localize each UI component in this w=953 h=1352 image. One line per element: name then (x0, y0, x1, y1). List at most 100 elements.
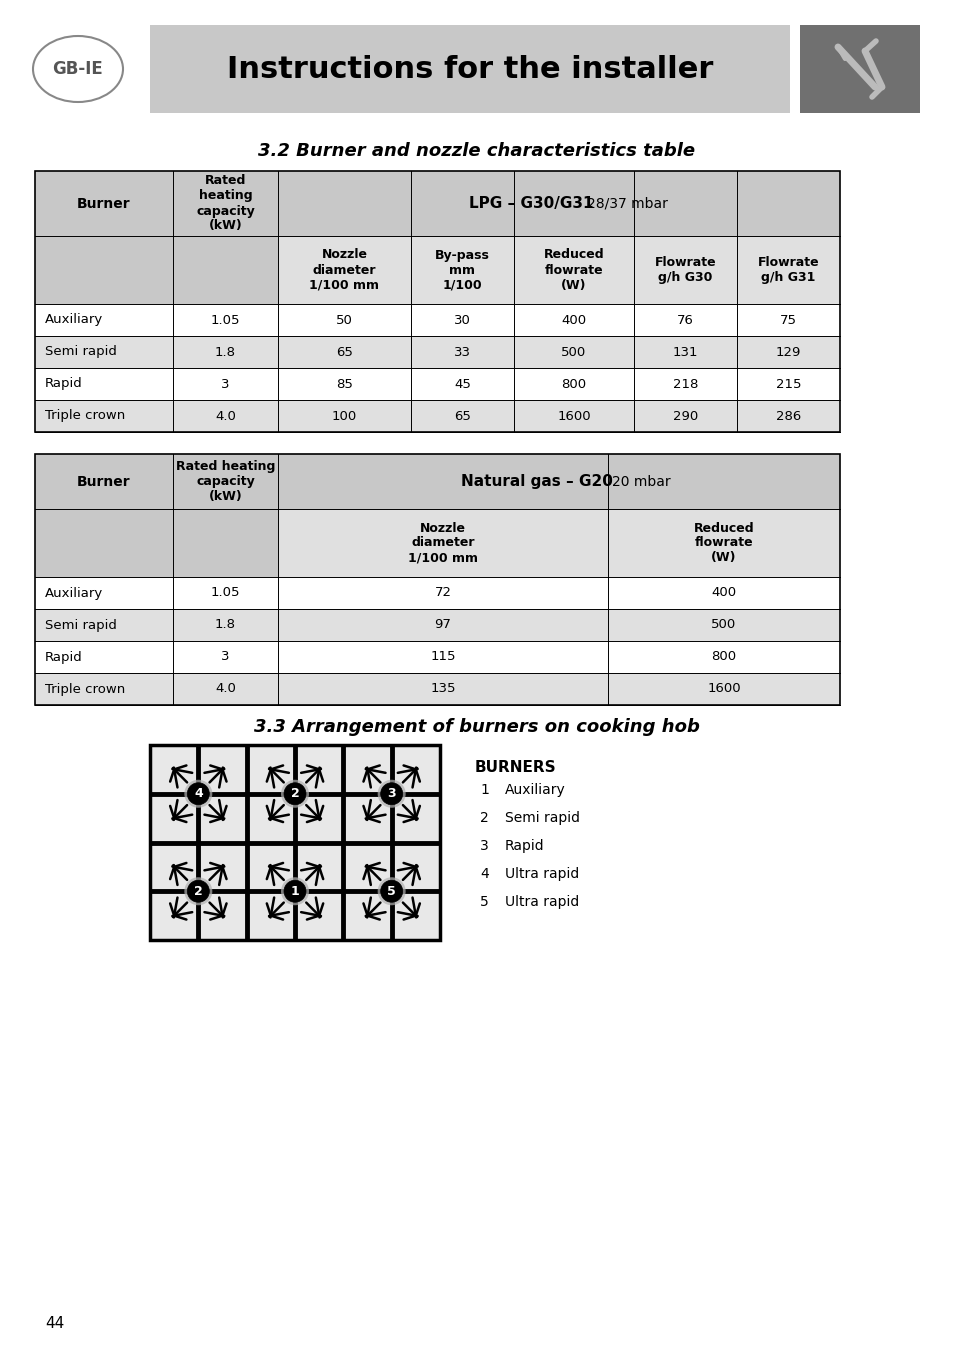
Bar (172, 508, 277, 577)
Bar (172, 170, 277, 237)
Bar (35, 170, 172, 237)
Text: 3: 3 (479, 840, 488, 853)
Text: 2: 2 (479, 811, 488, 825)
Text: Flowrate
g/h G31: Flowrate g/h G31 (757, 256, 819, 284)
Text: 500: 500 (560, 346, 586, 358)
Bar (277, 237, 411, 304)
Bar (172, 641, 277, 673)
Bar (514, 237, 634, 304)
Bar (411, 237, 514, 304)
Text: Rapid: Rapid (45, 650, 83, 664)
Bar (172, 304, 277, 337)
Text: 800: 800 (711, 650, 736, 664)
Text: GB-IE: GB-IE (52, 59, 103, 78)
Bar (150, 891, 198, 940)
Text: Flowrate
g/h G30: Flowrate g/h G30 (654, 256, 716, 284)
Bar (294, 745, 343, 794)
Bar (172, 337, 277, 368)
Bar (198, 794, 247, 842)
Bar (150, 745, 439, 940)
Text: 3.2 Burner and nozzle characteristics table: 3.2 Burner and nozzle characteristics ta… (258, 142, 695, 160)
Text: Ultra rapid: Ultra rapid (504, 867, 578, 882)
Bar (35, 400, 172, 433)
Bar (172, 577, 277, 608)
Text: Burner: Burner (77, 475, 131, 488)
Bar (514, 400, 634, 433)
Text: 218: 218 (672, 377, 698, 391)
Text: 33: 33 (454, 346, 471, 358)
Bar (172, 400, 277, 433)
Text: 65: 65 (335, 346, 353, 358)
Text: 30: 30 (454, 314, 471, 326)
Bar (634, 337, 737, 368)
Text: 1: 1 (291, 884, 299, 898)
Bar (343, 891, 392, 940)
Bar (247, 842, 294, 891)
Text: 2: 2 (291, 787, 299, 800)
Text: 1.8: 1.8 (214, 618, 235, 631)
Bar (198, 842, 247, 891)
Text: 800: 800 (561, 377, 586, 391)
Bar (294, 842, 343, 891)
Bar (411, 337, 514, 368)
Bar (35, 673, 172, 704)
Bar (634, 304, 737, 337)
Text: 65: 65 (454, 410, 471, 422)
Text: 97: 97 (435, 618, 451, 631)
Text: 2: 2 (193, 884, 202, 898)
Bar (172, 454, 277, 508)
Text: 1600: 1600 (706, 683, 740, 695)
Text: 1: 1 (479, 783, 488, 796)
Text: 45: 45 (454, 377, 471, 391)
Bar (737, 304, 840, 337)
Text: 1600: 1600 (557, 410, 590, 422)
Text: 100: 100 (332, 410, 356, 422)
Bar (247, 745, 294, 794)
Text: 1.05: 1.05 (211, 314, 240, 326)
Bar (634, 368, 737, 400)
Bar (277, 508, 607, 577)
Text: Rapid: Rapid (504, 840, 544, 853)
Bar (392, 745, 439, 794)
Text: LPG – G30/G31: LPG – G30/G31 (468, 196, 593, 211)
Bar (634, 237, 737, 304)
Bar (607, 508, 840, 577)
Circle shape (187, 880, 209, 902)
Text: Rapid: Rapid (45, 377, 83, 391)
Bar (277, 673, 607, 704)
Text: Instructions for the installer: Instructions for the installer (227, 54, 713, 84)
Bar (35, 454, 172, 508)
Bar (198, 745, 247, 794)
Text: 286: 286 (775, 410, 801, 422)
Bar (607, 608, 840, 641)
Bar (198, 891, 247, 940)
Bar (247, 794, 294, 842)
Bar (392, 842, 439, 891)
Circle shape (281, 877, 309, 906)
Circle shape (380, 880, 402, 902)
Text: 44: 44 (45, 1317, 64, 1332)
Bar (35, 237, 172, 304)
Bar (737, 237, 840, 304)
Bar (607, 577, 840, 608)
Bar (737, 337, 840, 368)
Bar (277, 368, 411, 400)
Text: 400: 400 (711, 587, 736, 599)
Text: 20 mbar: 20 mbar (611, 475, 670, 488)
Text: 4.0: 4.0 (214, 683, 235, 695)
Text: 75: 75 (780, 314, 796, 326)
Bar (35, 304, 172, 337)
Text: Rated heating
capacity
(kW): Rated heating capacity (kW) (175, 460, 274, 503)
Bar (172, 368, 277, 400)
Text: Semi rapid: Semi rapid (45, 618, 117, 631)
Bar (343, 794, 392, 842)
Text: Auxiliary: Auxiliary (504, 783, 565, 796)
Bar (150, 745, 439, 940)
Bar (343, 745, 392, 794)
Bar (35, 337, 172, 368)
Text: Reduced
flowrate
(W): Reduced flowrate (W) (543, 249, 603, 292)
Text: Auxiliary: Auxiliary (45, 587, 103, 599)
Bar (277, 454, 840, 508)
Text: 72: 72 (434, 587, 451, 599)
Text: Ultra rapid: Ultra rapid (504, 895, 578, 909)
